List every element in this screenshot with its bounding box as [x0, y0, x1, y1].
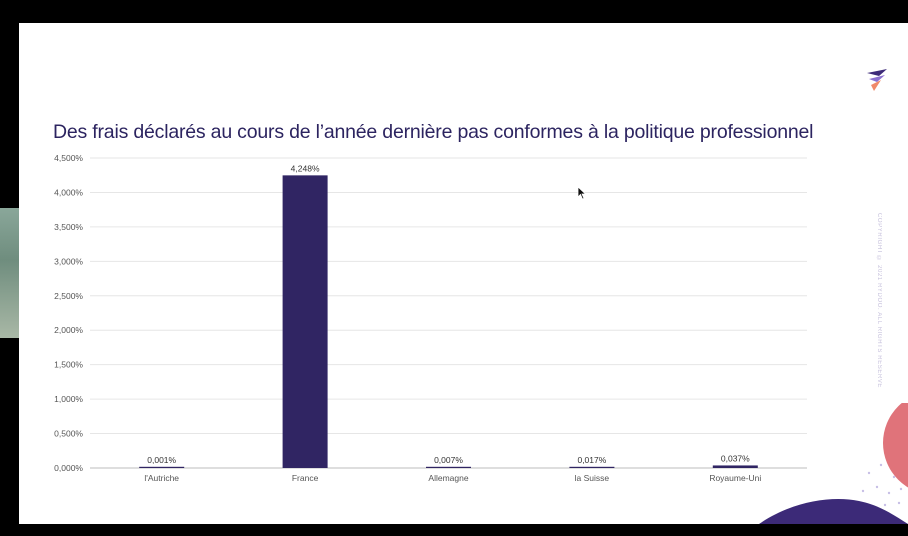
x-tick-label: Royaume-Uni: [709, 473, 761, 483]
x-tick-label: France: [292, 473, 319, 483]
y-tick-label: 2,000%: [54, 325, 83, 335]
y-tick-label: 1,500%: [54, 360, 83, 370]
bar-chart: 0,000% 0,500% 1,000% 1,500% 2,000% 2,500% 3,00…: [54, 153, 807, 483]
y-tick-label: 0,500%: [54, 429, 83, 439]
x-tick-label: la Suisse: [575, 473, 610, 483]
data-label: 0,007%: [434, 455, 463, 465]
bar: [282, 175, 328, 469]
data-label: 4,248%: [291, 163, 320, 173]
y-tick-label: 0,000%: [54, 463, 83, 473]
bar: [426, 466, 471, 468]
y-tick-label: 3,500%: [54, 222, 83, 232]
rydoo-logo-icon: [867, 69, 887, 91]
x-tick-label: Allemagne: [428, 473, 468, 483]
y-tick-label: 2,500%: [54, 291, 83, 301]
y-tick-label: 4,500%: [54, 153, 83, 163]
video-thumbnail: [0, 208, 19, 338]
decorative-shapes: [759, 403, 908, 524]
bar: [139, 466, 185, 468]
y-tick-label: 1,000%: [54, 394, 83, 404]
y-tick-label: 4,000%: [54, 187, 83, 197]
y-tick-label: 3,000%: [54, 256, 83, 266]
presentation-slide: Des frais déclarés au cours de l’année d…: [19, 23, 908, 524]
data-label: 0,017%: [577, 455, 606, 465]
mouse-cursor-icon: [577, 186, 587, 200]
bar: [569, 466, 615, 468]
x-tick-label: l'Autriche: [144, 473, 179, 483]
copyright-notice: COPYRIGHT © 2021 RYDOO. ALL RIGHTS RESER…: [876, 213, 882, 388]
bar: [712, 465, 758, 468]
chart-title: Des frais déclarés au cours de l’année d…: [53, 121, 814, 143]
data-label: 0,001%: [147, 455, 176, 465]
data-label: 0,037%: [721, 453, 750, 463]
